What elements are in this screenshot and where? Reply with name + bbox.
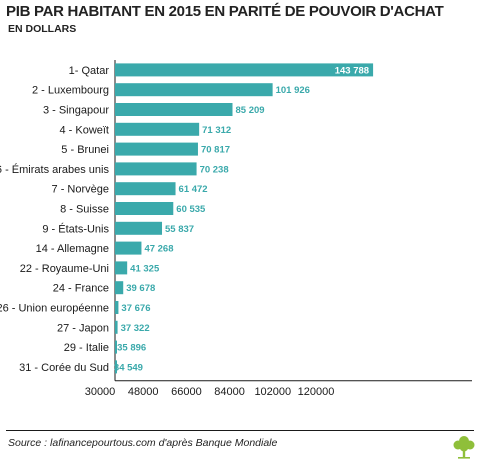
x-tick-label: 120000	[298, 386, 335, 398]
category-label: 24 - France	[53, 283, 109, 295]
value-label: 61 472	[179, 184, 208, 195]
category-label: 26 - Union européenne	[0, 303, 109, 315]
x-tick-label: 84000	[214, 386, 245, 398]
value-label: 101 926	[276, 85, 310, 96]
value-label: 37 322	[121, 323, 150, 334]
bar	[115, 202, 174, 215]
bar	[115, 103, 233, 116]
x-tick-label: 48000	[128, 386, 159, 398]
value-label: 47 268	[144, 244, 173, 255]
value-label: 60 535	[176, 204, 206, 215]
category-label: 1- Qatar	[69, 65, 110, 77]
bar	[115, 281, 124, 295]
bar	[115, 122, 200, 136]
category-labels: 1- Qatar 2 - Luxembourg 3 - Singapour 4 - K…	[0, 65, 109, 374]
bar	[115, 221, 163, 235]
x-axis-ticks: 30000 48000 66000 84000 102000 120000	[85, 386, 335, 398]
value-label: 85 209	[236, 105, 265, 116]
bar	[115, 83, 273, 97]
category-label: 4 - Koweït	[59, 124, 109, 136]
bar	[115, 301, 119, 314]
category-label: 29 - Italie	[64, 342, 109, 354]
tree-icon	[453, 436, 475, 459]
x-tick-label: 66000	[171, 386, 202, 398]
value-label: 37 676	[121, 303, 150, 314]
bar-chart: 1- Qatar 2 - Luxembourg 3 - Singapour 4 - K…	[0, 60, 472, 398]
category-label: 7 - Norvège	[52, 184, 109, 196]
value-label: 35 896	[117, 343, 146, 354]
bar	[115, 162, 197, 176]
bar	[115, 320, 118, 334]
footer-divider	[6, 430, 474, 431]
category-label: 22 - Royaume-Uni	[20, 263, 109, 275]
category-label: 3 - Singapour	[43, 105, 109, 117]
category-label: 27 - Japon	[57, 322, 109, 334]
bar	[115, 241, 142, 255]
bar	[115, 182, 176, 196]
x-tick-label: 30000	[85, 386, 116, 398]
category-label: 31 - Corée du Sud	[19, 362, 109, 374]
bar	[115, 261, 128, 275]
chart-title: PIB PAR HABITANT EN 2015 EN PARITÉ DE PO…	[6, 3, 444, 20]
bar	[115, 142, 198, 156]
bar	[115, 63, 374, 77]
value-label: 71 312	[202, 125, 231, 136]
value-label: 41 325	[130, 263, 160, 274]
bar	[115, 360, 117, 374]
category-label: 5 - Brunei	[61, 144, 109, 156]
value-labels: 143 788 101 926 85 209 71 312 70 817 70 238 61…	[114, 65, 369, 373]
category-label: 8 - Suisse	[60, 204, 109, 216]
value-label: 143 788	[335, 65, 369, 76]
category-label: 6 - Émirats arabes unis	[0, 163, 109, 176]
value-label: 34 549	[114, 362, 143, 373]
source-note: Source : lafinancepourtous.com d'après B…	[8, 437, 278, 449]
chart-subtitle: EN DOLLARS	[8, 23, 77, 35]
value-label: 39 678	[126, 283, 155, 294]
value-label: 70 238	[200, 164, 229, 175]
category-label: 2 - Luxembourg	[32, 85, 109, 97]
value-label: 55 837	[165, 224, 194, 235]
value-label: 70 817	[201, 145, 230, 156]
category-label: 14 - Allemagne	[36, 243, 109, 255]
bars	[115, 63, 374, 374]
x-tick-label: 102000	[254, 386, 291, 398]
bar	[115, 340, 117, 354]
category-label: 9 - États-Unis	[42, 222, 109, 235]
